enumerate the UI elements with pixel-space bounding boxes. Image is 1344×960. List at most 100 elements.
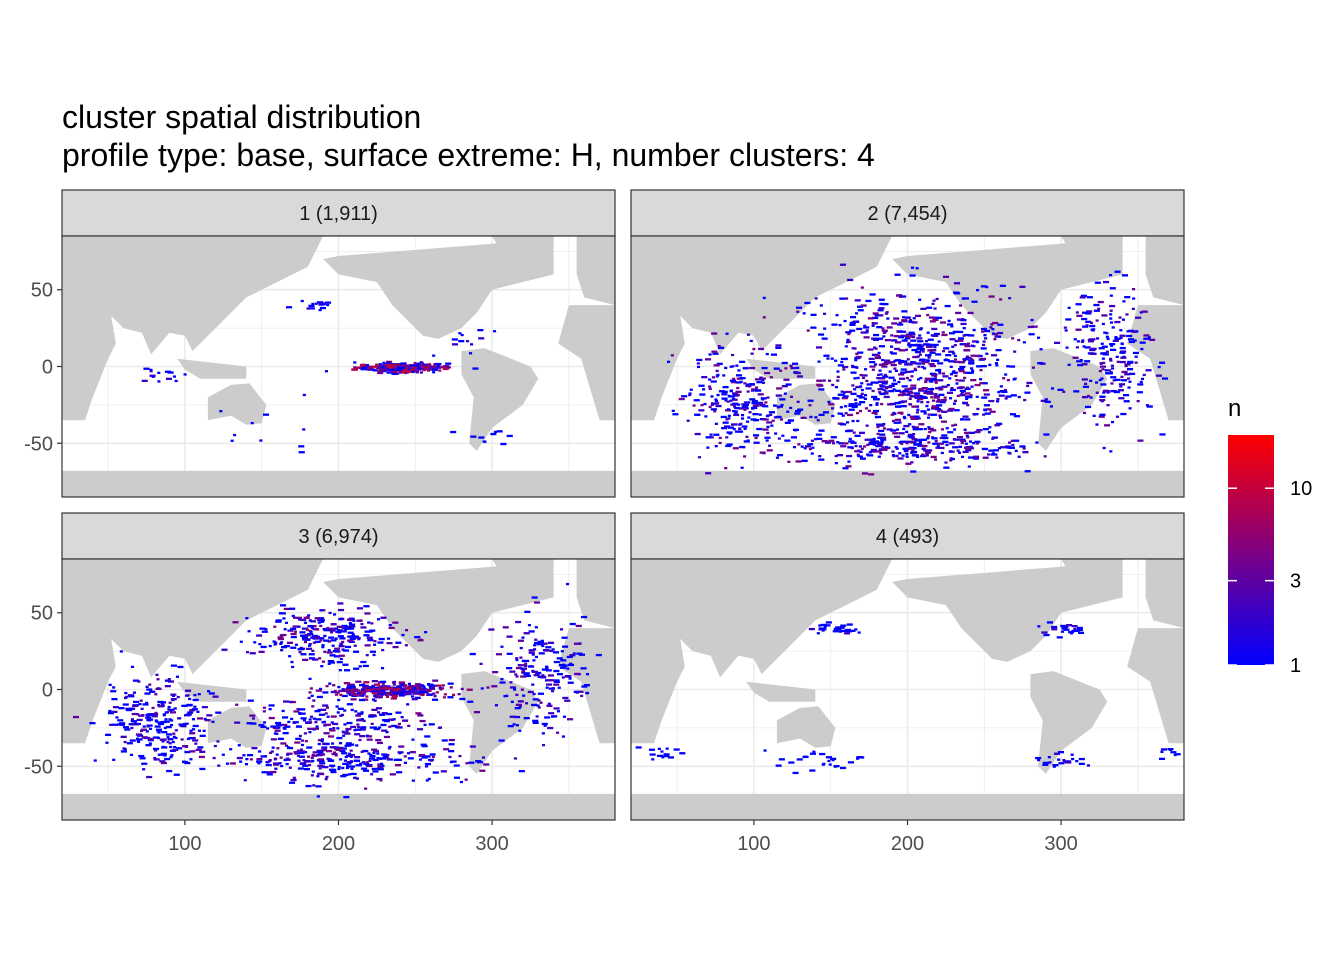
heat-cell (295, 737, 302, 740)
heat-cell (1022, 451, 1029, 454)
heat-cell (349, 685, 356, 688)
heat-cell (514, 715, 521, 719)
heat-cell (188, 697, 192, 701)
heat-cell (372, 750, 379, 753)
heat-cell (312, 784, 316, 787)
heat-cell (443, 748, 450, 751)
heat-cell (762, 428, 769, 431)
heat-cell (912, 335, 916, 339)
heat-cell (144, 692, 151, 695)
heat-cell (1048, 761, 1052, 764)
heat-cell (1075, 760, 1079, 763)
heat-cell (419, 719, 426, 723)
heat-cell (262, 721, 266, 724)
heat-cell (839, 406, 843, 409)
heat-cell (962, 297, 969, 300)
heat-cell (266, 771, 273, 774)
heat-cell (396, 771, 403, 774)
heat-cell (792, 428, 799, 431)
heat-cell (246, 651, 250, 654)
heat-cell (137, 740, 141, 743)
heat-cell (1086, 296, 1093, 299)
heat-cell (929, 390, 933, 393)
heat-cell (302, 658, 309, 661)
heat-cell (908, 319, 912, 323)
heat-cell (905, 370, 912, 373)
heat-cell (882, 362, 889, 366)
heat-cell (752, 347, 756, 351)
heat-cell (871, 322, 875, 325)
heat-cell (840, 360, 844, 364)
heat-cell (131, 712, 138, 716)
heat-cell (354, 733, 361, 736)
heat-cell (128, 723, 135, 726)
heat-cell (867, 409, 871, 412)
heat-cell (988, 426, 992, 429)
heat-cell (859, 401, 866, 404)
heat-cell (325, 775, 329, 779)
heat-cell (1073, 629, 1080, 632)
heat-cell (727, 414, 731, 417)
heat-cell (1119, 336, 1123, 340)
heat-cell (428, 687, 435, 690)
heat-cell (346, 618, 353, 621)
heat-cell (546, 704, 553, 707)
land-mass (323, 236, 554, 339)
y-tick-label: 50 (31, 603, 53, 625)
heat-cell (212, 695, 219, 698)
heat-cell (163, 754, 167, 757)
heat-cell (764, 371, 771, 375)
heat-cell (112, 686, 116, 689)
heat-cell (330, 690, 337, 694)
heat-cell (298, 651, 302, 654)
heat-cell (432, 371, 436, 374)
heat-cell (832, 630, 839, 633)
heat-cell (332, 727, 336, 730)
heat-cell (1112, 339, 1119, 342)
heat-cell (1065, 318, 1072, 321)
heat-cell (367, 752, 371, 755)
heat-cell (348, 773, 352, 776)
heat-cell (541, 674, 545, 677)
heat-cell (1120, 412, 1127, 416)
heat-cell (469, 652, 476, 656)
heat-cell (411, 690, 415, 693)
heat-cell (411, 779, 415, 782)
heat-cell (157, 736, 161, 740)
heat-cell (180, 738, 184, 741)
heat-cell (366, 735, 373, 738)
heat-cell (954, 340, 958, 343)
heat-cell (427, 369, 431, 372)
heat-cell (441, 739, 448, 742)
heat-cell (937, 340, 941, 343)
heat-cell (110, 690, 117, 693)
heat-cell (914, 351, 921, 354)
heat-cell (394, 687, 401, 691)
heat-cell (363, 681, 370, 684)
heat-cell (320, 665, 324, 668)
heat-cell (537, 640, 544, 643)
heat-cell (904, 440, 911, 443)
heat-cell (970, 379, 977, 382)
heat-cell (273, 762, 280, 765)
heat-cell (521, 659, 525, 663)
heat-cell (396, 366, 403, 369)
heat-cell (903, 449, 907, 453)
heat-cell (413, 370, 420, 373)
heat-cell (860, 447, 864, 450)
heat-cell (882, 303, 889, 306)
heat-cell (900, 442, 904, 445)
heat-cell (302, 634, 309, 638)
heat-cell (1133, 339, 1137, 342)
heat-cell (395, 758, 402, 761)
heat-cell (545, 669, 552, 672)
heat-cell (714, 422, 718, 425)
heat-cell (450, 430, 457, 434)
heat-cell (939, 321, 946, 324)
heat-cells (72, 582, 602, 799)
heat-cell (336, 711, 340, 714)
heat-cell (425, 765, 429, 768)
heat-cell (926, 435, 930, 438)
heat-cell (325, 685, 329, 688)
heat-cell (282, 645, 286, 649)
